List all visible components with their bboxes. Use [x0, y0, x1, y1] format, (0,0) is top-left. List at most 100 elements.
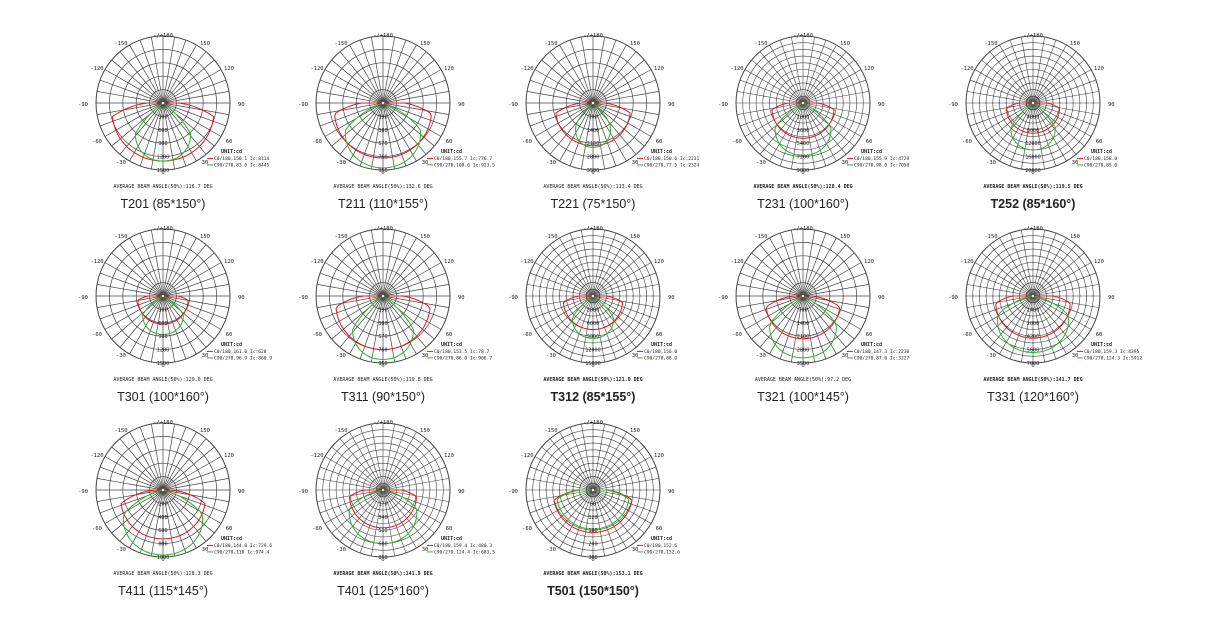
polar-spoke	[162, 295, 197, 355]
polar-spoke	[151, 489, 164, 557]
grid-dot	[1070, 281, 1072, 283]
grid-dot	[1059, 295, 1061, 297]
grid-dot	[1028, 301, 1031, 303]
grid-dot	[566, 520, 568, 522]
grid-dot	[599, 470, 601, 472]
grid-dot	[1083, 252, 1086, 254]
series-c0-curve	[334, 102, 432, 159]
polar-spoke	[359, 102, 384, 167]
grid-dot	[565, 489, 567, 491]
grid-dot	[985, 268, 988, 270]
chart-caption: T312 (85*155°)	[550, 390, 636, 404]
grid-dot	[548, 505, 550, 507]
grid-dot	[557, 509, 559, 511]
grid-dot	[1035, 96, 1038, 98]
grid-dot	[1034, 289, 1036, 291]
grid-dot	[623, 306, 626, 309]
grid-dot	[1044, 290, 1047, 293]
grid-dot	[1020, 326, 1023, 329]
unit-label: UNIT:cd	[861, 342, 882, 348]
polar-chart: 300 600 900 1200 1500 -/+180 -150 150 -120 120 -90…	[63, 25, 269, 225]
angle-label: -150	[114, 234, 127, 240]
grid-dot	[592, 442, 594, 444]
grid-dot	[643, 252, 646, 254]
grid-dot	[966, 113, 968, 116]
grid-dot	[581, 235, 584, 238]
angle-label: -30	[756, 353, 766, 359]
polar-spoke	[339, 295, 384, 348]
grid-dot	[1035, 82, 1038, 84]
grid-dot	[591, 288, 593, 291]
polar-ring	[315, 228, 451, 364]
grid-dot	[1020, 229, 1023, 231]
grid-dot	[606, 257, 608, 259]
grid-dot	[1032, 122, 1034, 124]
grid-dot	[980, 132, 982, 134]
grid-dot	[557, 448, 560, 450]
angle-label: 30	[842, 160, 849, 166]
polar-spoke	[139, 489, 164, 554]
radial-tick-label: 180	[588, 528, 597, 534]
grid-dot	[978, 102, 981, 104]
polar-spoke	[349, 237, 384, 297]
polar-ring	[735, 228, 871, 364]
angle-label: -30	[756, 160, 766, 166]
grid-dot	[1032, 328, 1034, 331]
polar-spoke	[382, 51, 427, 104]
grid-dot	[545, 268, 548, 270]
grid-dot	[545, 462, 548, 464]
grid-dot	[999, 289, 1001, 291]
grid-dot	[1049, 122, 1051, 125]
grid-dot	[651, 284, 654, 287]
grid-dot	[583, 305, 586, 307]
grid-dot	[1079, 295, 1081, 297]
polar-spoke	[802, 232, 827, 297]
grid-dot	[1002, 331, 1004, 333]
polar-spoke	[382, 262, 442, 297]
polar-origin	[161, 488, 165, 492]
unit-label: UNIT:cd	[441, 342, 462, 348]
grid-dot	[581, 429, 584, 432]
series-c90-curve	[769, 295, 837, 359]
grid-dot	[638, 268, 641, 270]
grid-dot	[605, 491, 607, 494]
polar-ring	[525, 35, 661, 171]
grid-dot	[1012, 105, 1014, 108]
grid-dot	[988, 118, 990, 120]
grid-dot	[999, 301, 1001, 303]
angle-label: 60	[446, 139, 453, 145]
grid-dot	[1082, 120, 1085, 123]
grid-dot	[1062, 347, 1064, 349]
grid-dot	[972, 91, 975, 94]
grid-dot	[1003, 119, 1005, 121]
grid-dot	[592, 261, 594, 264]
polar-spoke	[339, 102, 384, 155]
polar-spoke	[324, 69, 384, 104]
grid-dot	[571, 351, 574, 354]
grid-dot	[1025, 276, 1027, 278]
angle-label: 90	[238, 295, 245, 301]
grid-dot	[566, 326, 568, 328]
polar-spoke	[162, 489, 187, 554]
grid-dot	[532, 489, 534, 491]
grid-dot	[1049, 305, 1052, 307]
grid-dot	[1024, 249, 1026, 251]
grid-dot	[556, 459, 558, 461]
polar-spoke	[759, 295, 804, 348]
grid-dot	[980, 252, 983, 254]
grid-dot	[632, 295, 634, 297]
polar-spoke	[162, 44, 197, 104]
grid-dot	[579, 297, 581, 300]
polar-spoke	[162, 36, 175, 104]
angle-label: 90	[878, 102, 885, 108]
polar-spoke	[592, 91, 660, 104]
grid-dot	[645, 498, 647, 501]
polar-spoke	[592, 44, 627, 104]
polar-spoke	[371, 229, 384, 297]
grid-dot	[610, 244, 613, 247]
grid-dot	[609, 274, 611, 277]
polar-spoke	[162, 69, 222, 104]
grid-dot	[571, 472, 574, 474]
grid-dot	[1045, 99, 1047, 102]
grid-dot	[573, 496, 575, 498]
